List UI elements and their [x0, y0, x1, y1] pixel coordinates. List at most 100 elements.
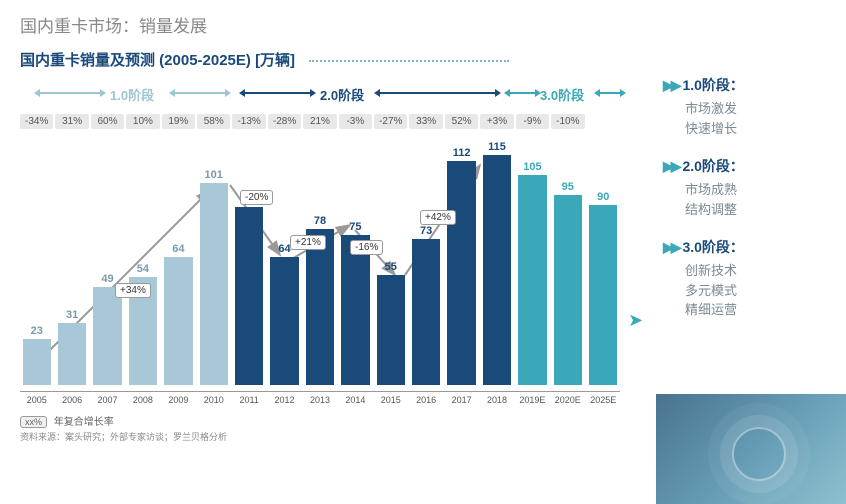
bar-value: 64	[278, 243, 290, 255]
bar-value: 73	[420, 225, 432, 237]
bar	[377, 275, 405, 385]
bar-wrap: 90	[587, 191, 620, 385]
x-axis-label: 2014	[339, 392, 372, 405]
stage-block: 2.0阶段： 市场成熟结构调整	[663, 156, 828, 219]
growth-box: 58%	[197, 114, 230, 129]
callout: +34%	[115, 283, 151, 298]
stage-block: 3.0阶段： 创新技术多元模式精细运营	[663, 237, 828, 320]
bar-value: 49	[101, 273, 113, 285]
bar	[164, 257, 192, 385]
x-axis-label: 2019E	[516, 392, 549, 405]
callout: +21%	[290, 235, 326, 250]
stage-title: 1.0阶段：	[663, 75, 828, 95]
growth-box: -34%	[20, 114, 53, 129]
callout: +42%	[420, 210, 456, 225]
growth-box: +3%	[480, 114, 513, 129]
bar	[447, 161, 475, 385]
bar-value: 101	[205, 169, 223, 181]
x-axis-label: 2012	[268, 392, 301, 405]
bar-wrap: 112	[445, 147, 478, 385]
callout: -20%	[240, 190, 273, 205]
x-axis-label: 2005	[20, 392, 53, 405]
bar-wrap: 23	[20, 325, 53, 385]
callout: -16%	[350, 240, 383, 255]
bar	[341, 235, 369, 385]
stage-title: 3.0阶段：	[663, 237, 828, 257]
growth-box: 52%	[445, 114, 478, 129]
bar-value: 31	[66, 309, 78, 321]
growth-box: -3%	[339, 114, 372, 129]
bar-value: 55	[385, 261, 397, 273]
legend-badge: xx%	[20, 416, 47, 428]
bar	[412, 239, 440, 385]
bar-value: 112	[453, 147, 471, 159]
bar	[518, 175, 546, 385]
bar-value: 90	[597, 191, 609, 203]
bar-value: 54	[137, 263, 149, 275]
growth-box: 31%	[55, 114, 88, 129]
phase-1-label: 1.0阶段	[110, 85, 154, 104]
bar	[306, 229, 334, 385]
x-axis-label: 2009	[162, 392, 195, 405]
x-axis-label: 2010	[197, 392, 230, 405]
bar-wrap: 31	[55, 309, 88, 385]
bar-value: 64	[172, 243, 184, 255]
bar	[58, 323, 86, 385]
growth-box: -13%	[232, 114, 265, 129]
phase-3-label: 3.0阶段	[540, 85, 584, 104]
bar-value: 115	[488, 141, 506, 153]
x-axis-label: 2013	[303, 392, 336, 405]
growth-box: -10%	[551, 114, 584, 129]
bar-chart: 23 31 49 54 64 101 89 64 78 75 55 73 112 115 105 95 90 2…	[20, 135, 620, 405]
growth-box: 21%	[303, 114, 336, 129]
legend-text: 年复合增长率	[54, 417, 114, 428]
bar-value: 23	[31, 325, 43, 337]
growth-box: -28%	[268, 114, 301, 129]
chart-title-text: 国内重卡销量及预测 (2005-2025E) [万辆]	[20, 52, 295, 69]
bar	[270, 257, 298, 385]
side-arrow-icon: ➤	[628, 310, 643, 331]
x-axis-label: 2007	[91, 392, 124, 405]
bar-wrap: 115	[480, 141, 513, 385]
bar	[235, 207, 263, 385]
dotted-divider	[309, 60, 509, 62]
x-axis-label: 2015	[374, 392, 407, 405]
growth-box: -27%	[374, 114, 407, 129]
bar-wrap: 64	[162, 243, 195, 385]
bar-wrap: 73	[409, 225, 442, 385]
bar	[23, 339, 51, 385]
x-axis-label: 2025E	[587, 392, 620, 405]
page-header: 国内重卡市场：销量发展	[0, 0, 846, 41]
growth-box: -9%	[516, 114, 549, 129]
bar-wrap: 95	[551, 181, 584, 385]
x-axis-label: 2017	[445, 392, 478, 405]
bar	[589, 205, 617, 385]
bar-value: 95	[562, 181, 574, 193]
bar	[483, 155, 511, 385]
x-axis-label: 2016	[409, 392, 442, 405]
x-axis-label: 2006	[55, 392, 88, 405]
growth-box: 19%	[162, 114, 195, 129]
x-axis-label: 2008	[126, 392, 159, 405]
bar	[554, 195, 582, 385]
x-axis-label: 2020E	[551, 392, 584, 405]
bar-wrap: 64	[268, 243, 301, 385]
growth-box: 10%	[126, 114, 159, 129]
bar-value: 78	[314, 215, 326, 227]
stage-title: 2.0阶段：	[663, 156, 828, 176]
stage-desc: 市场激发快速增长	[663, 99, 828, 138]
bar-wrap: 54	[126, 263, 159, 385]
x-axis-label: 2011	[232, 392, 265, 405]
stage-desc: 创新技术多元模式精细运营	[663, 261, 828, 320]
stage-desc: 市场成熟结构调整	[663, 180, 828, 219]
bar	[93, 287, 121, 385]
decorative-corner-image	[656, 394, 846, 504]
chart-title: 国内重卡销量及预测 (2005-2025E) [万辆]	[0, 41, 846, 74]
bar-wrap: 89	[232, 193, 265, 385]
phase-indicator-bar: 1.0阶段 2.0阶段 3.0阶段	[20, 82, 620, 110]
bar	[200, 183, 228, 385]
bar-value: 105	[523, 161, 541, 173]
bar-wrap: 101	[197, 169, 230, 385]
stage-block: 1.0阶段： 市场激发快速增长	[663, 75, 828, 138]
bar-value: 75	[349, 221, 361, 233]
